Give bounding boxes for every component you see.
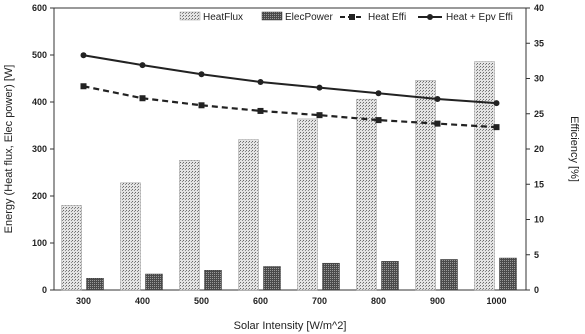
y-tick-label: 100 [32, 238, 47, 248]
x-axis-title: Solar Intensity [W/m^2] [234, 320, 347, 332]
y2-tick-label: 35 [534, 38, 544, 48]
legend-label-heat-effi: Heat Effi [368, 12, 406, 23]
x-tick-label: 1000 [486, 296, 506, 306]
y-axis-title: Energy (Heat flux, Elec power) [W] [3, 65, 15, 234]
point-heat-effi [257, 107, 264, 114]
x-tick-label: 600 [253, 296, 268, 306]
y-tick-label: 300 [32, 144, 47, 154]
point-heat-effi [375, 117, 382, 124]
point-heat-epv-effi [375, 90, 382, 97]
y-axis-right: 0 5 10 15 20 25 30 35 40 [526, 3, 544, 295]
line-heat-epv-effi [83, 54, 497, 105]
y2-tick-label: 25 [534, 109, 544, 119]
bar-heatflux [415, 80, 436, 291]
y-tick-label: 0 [42, 285, 47, 295]
point-heat-effi [198, 102, 205, 109]
bar-elecpower [440, 259, 458, 291]
x-tick-label: 400 [135, 296, 150, 306]
point-heat-epv-effi [139, 62, 146, 69]
y2-tick-label: 0 [534, 285, 539, 295]
point-heat-epv-effi [80, 52, 87, 59]
point-heat-epv-effi [434, 95, 441, 102]
legend-label-elecpower: ElecPower [285, 12, 333, 23]
bar-elecpower [499, 257, 517, 291]
lines-layer [80, 52, 500, 131]
bar-heatflux [120, 182, 141, 291]
point-heat-epv-effi [257, 79, 264, 86]
point-heat-effi [434, 120, 441, 127]
x-tick-label: 700 [312, 296, 327, 306]
bar-heatflux [238, 139, 259, 291]
y2-tick-label: 10 [534, 215, 544, 225]
x-tick-label: 900 [430, 296, 445, 306]
point-heat-effi [493, 124, 500, 131]
point-heat-effi [139, 95, 146, 102]
point-heat-epv-effi [198, 71, 205, 78]
bar-elecpower [204, 270, 222, 291]
bar-heatflux [297, 118, 318, 291]
x-tick-label: 300 [76, 296, 91, 306]
point-heat-effi [80, 83, 87, 90]
y2-tick-label: 15 [534, 179, 544, 189]
y2-tick-label: 40 [534, 3, 544, 13]
bar-elecpower [86, 278, 104, 291]
bar-elecpower [322, 262, 340, 291]
x-tick-label: 500 [194, 296, 209, 306]
bar-heatflux [356, 98, 377, 291]
legend-swatch-elecpower [261, 11, 283, 21]
legend-swatch-heatflux [179, 11, 201, 21]
point-heat-epv-effi [493, 100, 500, 107]
point-heat-epv-effi [316, 84, 323, 91]
bar-elecpower [145, 273, 163, 291]
legend-label-heat-epv-effi: Heat + Epv Effi [446, 12, 513, 23]
y-tick-label: 400 [32, 97, 47, 107]
bar-elecpower [263, 266, 281, 291]
legend-marker-heat-epv-effi [427, 14, 433, 20]
legend: HeatFlux ElecPower Heat Effi Heat + Epv Eff… [179, 11, 513, 23]
bar-heatflux [474, 61, 495, 291]
y-tick-label: 200 [32, 191, 47, 201]
x-tick-label: 800 [371, 296, 386, 306]
y2-tick-label: 30 [534, 74, 544, 84]
y-tick-label: 500 [32, 50, 47, 60]
bar-heatflux [61, 205, 82, 291]
bar-heatflux [179, 160, 200, 291]
y2-axis-title: Efficiency [%] [568, 116, 580, 182]
line-heat-effi [83, 85, 497, 129]
point-heat-effi [316, 112, 323, 119]
y-axis-left: 0 100 200 300 400 500 600 [32, 3, 54, 295]
y2-tick-label: 5 [534, 250, 539, 260]
y2-tick-label: 20 [534, 144, 544, 154]
legend-label-heatflux: HeatFlux [203, 12, 243, 23]
bars-layer [61, 61, 517, 291]
y-tick-label: 600 [32, 3, 47, 13]
x-axis: 300 400 500 600 700 800 900 1000 [76, 296, 507, 306]
bar-elecpower [381, 261, 399, 291]
legend-marker-heat-effi [349, 14, 355, 20]
